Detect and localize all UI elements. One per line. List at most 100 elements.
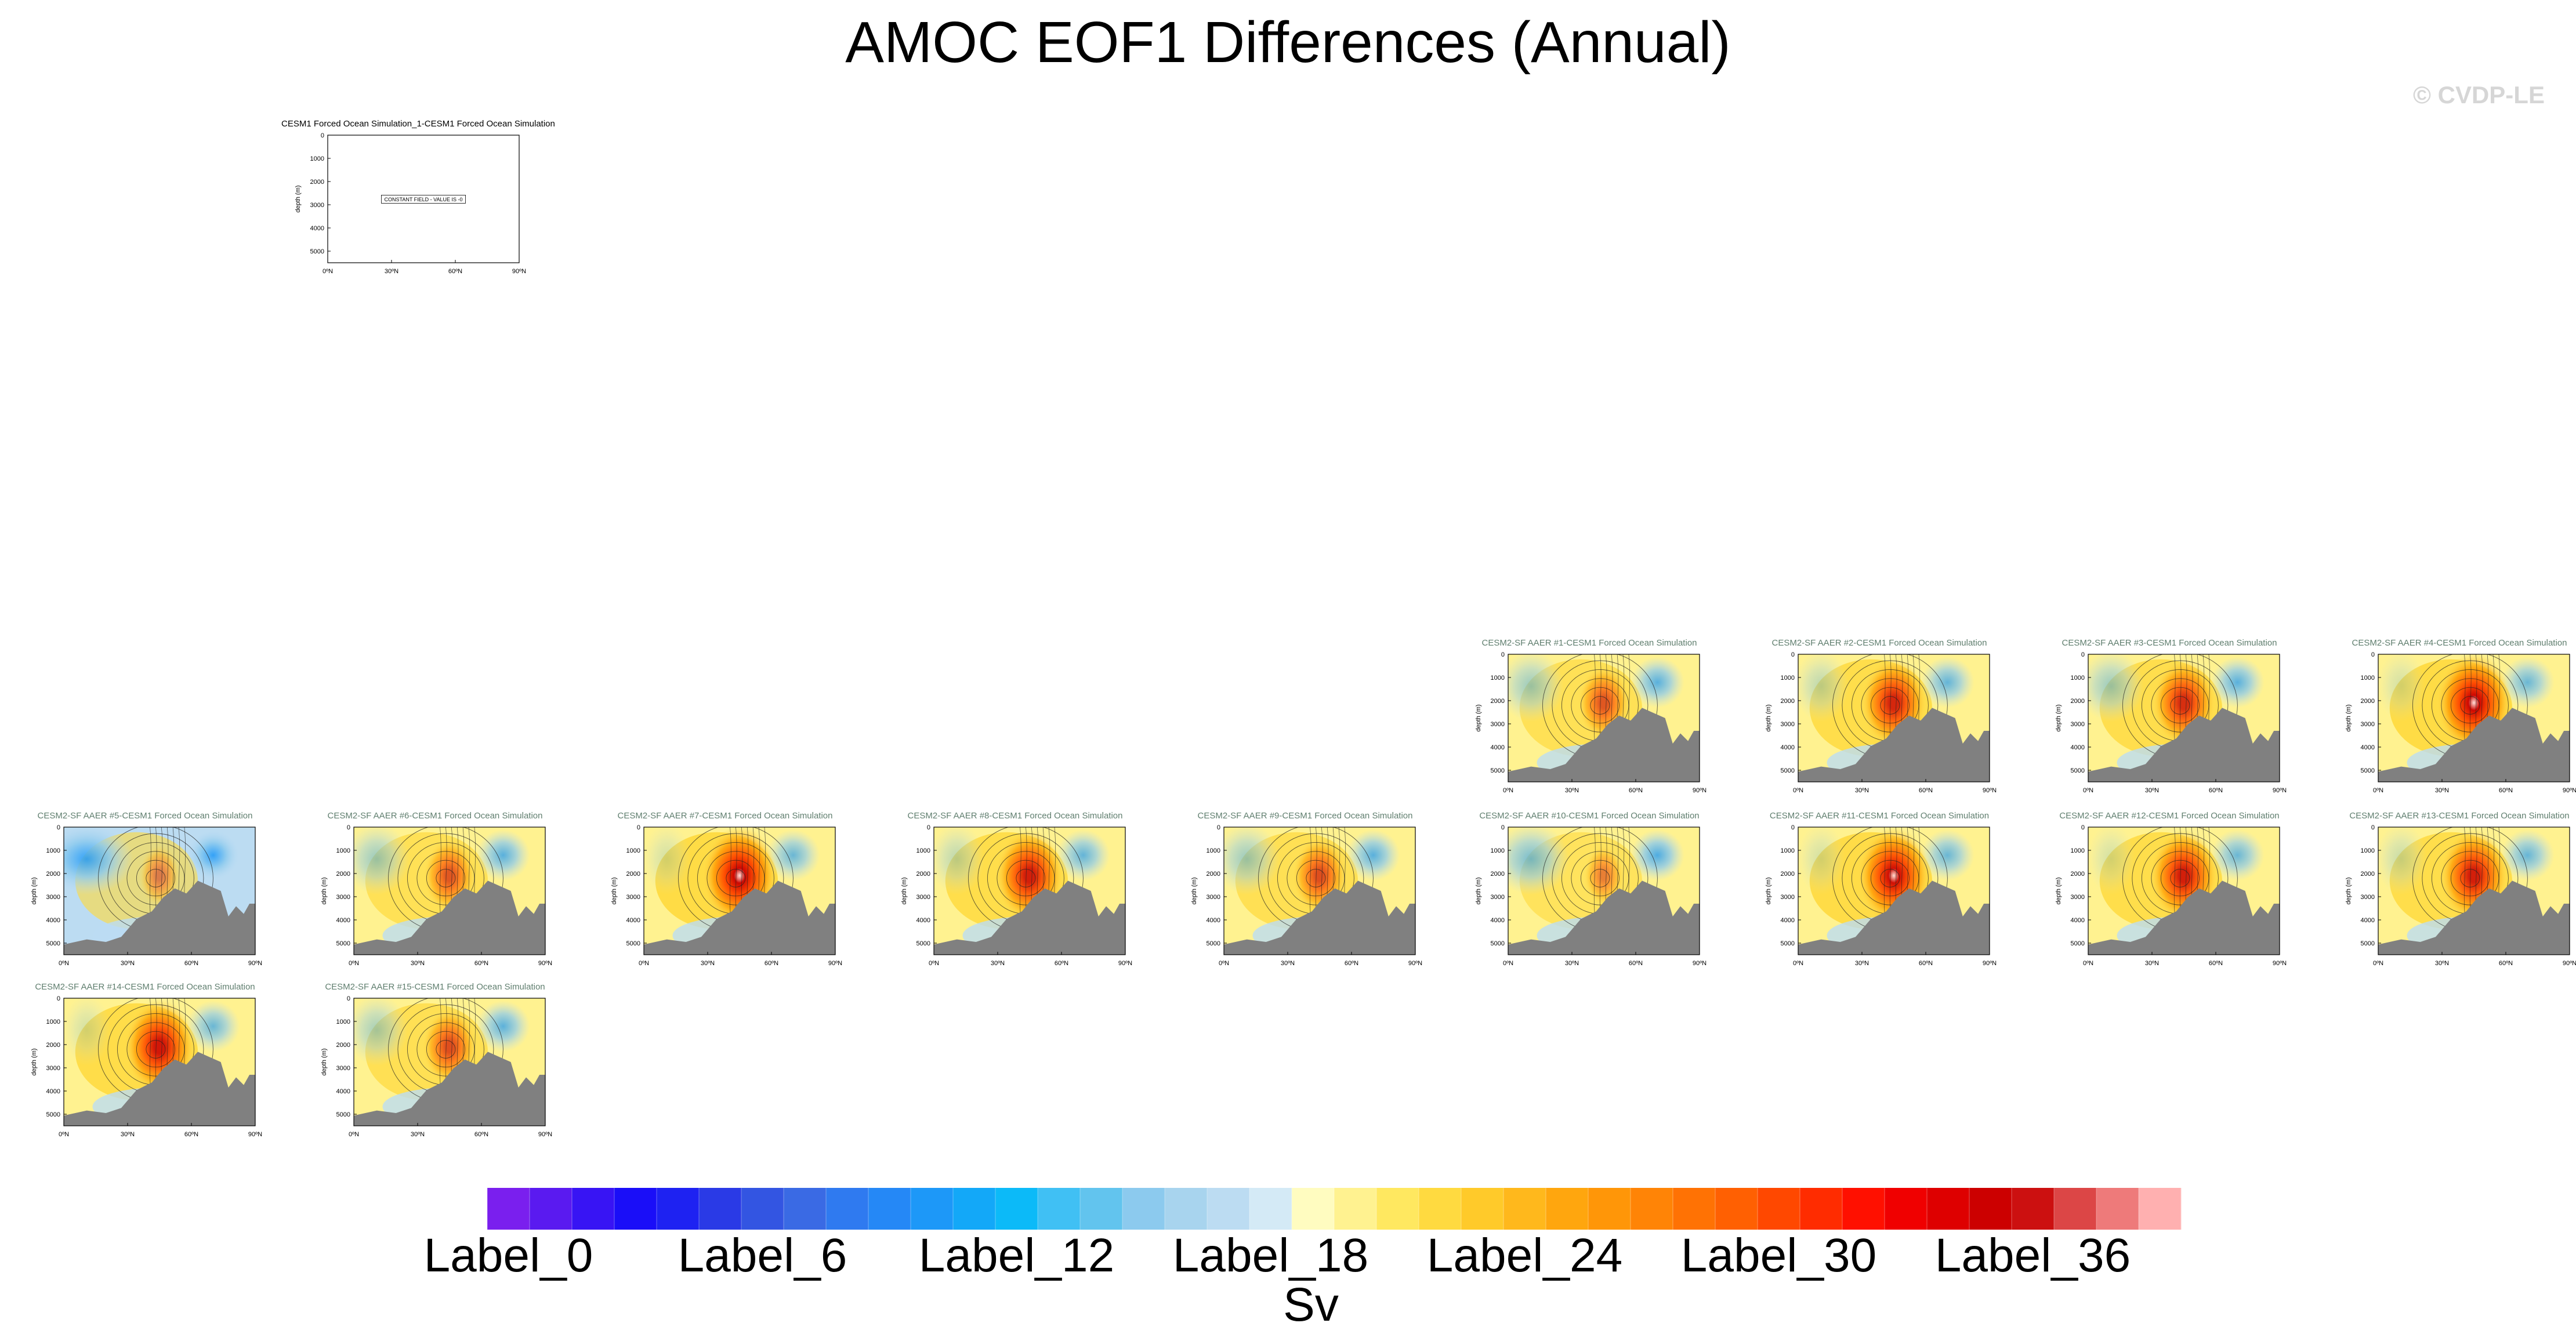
panel-title: CESM2-SF AAER #8-CESM1 Forced Ocean Simu…: [907, 811, 1123, 821]
y-tick-label: 1000: [46, 847, 60, 854]
colorbar: [487, 1188, 2182, 1230]
x-tick-label: 30ºN: [2145, 960, 2159, 967]
panel-plot: 0 1000 2000 3000 4000 5000 0ºN 30ºN 60ºN 90ºN dept…: [1191, 824, 1422, 967]
y-tick-label: 3000: [336, 894, 350, 901]
x-tick-label: 60ºN: [474, 960, 488, 967]
y-tick-label: 1000: [916, 847, 930, 854]
colorbar-swatch: [1800, 1188, 1843, 1230]
panel-plot: 0 1000 2000 3000 4000 5000 0ºN 30ºN 60ºN 90ºN dept…: [31, 995, 262, 1138]
y-axis-label: depth (m): [1475, 704, 1482, 731]
panel-plot: CONSTANT FIELD - VALUE IS -0 0 1000 2000 300…: [295, 132, 526, 275]
panel-title: CESM2-SF AAER #15-CESM1 Forced Ocean Sim…: [325, 982, 545, 992]
y-tick-label: 2000: [46, 1042, 60, 1049]
y-tick-label: 3000: [1781, 721, 1795, 728]
x-tick-label: 60ºN: [2209, 787, 2223, 794]
x-tick-label: 90ºN: [1118, 960, 1132, 967]
panel-plot: 0 1000 2000 3000 4000 5000 0ºN 30ºN 60ºN 90ºN dept…: [2345, 824, 2576, 967]
x-tick-label: 0ºN: [59, 960, 69, 967]
amoc-panel: CESM1 Forced Ocean Simulation_1-CESM1 Fo…: [281, 119, 555, 293]
y-tick-label: 0: [1501, 651, 1505, 658]
y-tick-label: 1000: [2361, 675, 2375, 682]
x-tick-label: 0ºN: [639, 960, 649, 967]
colorbar-swatch: [953, 1188, 996, 1230]
amoc-panel: CESM2-SF AAER #12-CESM1 Forced Ocean Sim…: [2048, 811, 2287, 985]
y-tick-label: 3000: [2361, 721, 2375, 728]
y-tick-label: 4000: [1491, 917, 1505, 924]
y-tick-label: 3000: [1207, 894, 1220, 901]
y-tick-label: 5000: [310, 248, 324, 255]
y-tick-label: 2000: [1491, 871, 1505, 878]
y-tick-label: 0: [321, 132, 324, 139]
y-axis-label: depth (m): [295, 185, 302, 212]
colorbar-swatch: [1842, 1188, 1885, 1230]
chart-title: AMOC EOF1 Differences (Annual): [845, 10, 1731, 75]
y-tick-label: 3000: [1491, 894, 1505, 901]
x-tick-label: 90ºN: [1693, 960, 1707, 967]
panel-plot: 0 1000 2000 3000 4000 5000 0ºN 30ºN 60ºN 90ºN dept…: [1765, 651, 1997, 794]
panel-title: CESM2-SF AAER #14-CESM1 Forced Ocean Sim…: [35, 982, 255, 992]
x-tick-label: 60ºN: [448, 268, 462, 275]
y-tick-label: 2000: [336, 871, 350, 878]
watermark: © CVDP-LE: [2413, 81, 2545, 108]
y-tick-label: 4000: [336, 1088, 350, 1095]
colorbar-swatch: [1122, 1188, 1165, 1230]
amoc-panel: CESM2-SF AAER #5-CESM1 Forced Ocean Simu…: [23, 811, 262, 985]
x-tick-label: 30ºN: [1565, 787, 1579, 794]
y-tick-label: 0: [347, 995, 350, 1002]
y-axis-label: depth (m): [321, 877, 328, 904]
y-tick-label: 2000: [1781, 698, 1795, 705]
colorbar-swatch: [487, 1188, 530, 1230]
x-tick-label: 0ºN: [929, 960, 939, 967]
x-tick-label: 60ºN: [474, 1131, 488, 1138]
y-tick-label: 2000: [916, 871, 930, 878]
x-tick-label: 30ºN: [121, 960, 135, 967]
x-tick-label: 30ºN: [1281, 960, 1295, 967]
x-tick-label: 30ºN: [2435, 787, 2449, 794]
x-tick-label: 90ºN: [248, 960, 262, 967]
panel-title: CESM2-SF AAER #5-CESM1 Forced Ocean Simu…: [37, 811, 253, 821]
x-tick-label: 30ºN: [991, 960, 1005, 967]
y-axis-label: depth (m): [31, 1048, 38, 1075]
colorbar-swatch: [1503, 1188, 1546, 1230]
y-tick-label: 2000: [1207, 871, 1220, 878]
colorbar-tick-label: Label_12: [918, 1229, 1115, 1282]
y-axis-label: depth (m): [1475, 877, 1482, 904]
x-tick-label: 30ºN: [701, 960, 715, 967]
colorbar-swatch: [1249, 1188, 1292, 1230]
y-axis-label: depth (m): [1765, 704, 1772, 731]
x-tick-label: 0ºN: [323, 268, 333, 275]
colorbar-swatch: [868, 1188, 911, 1230]
colorbar-swatch: [2012, 1188, 2055, 1230]
x-tick-label: 30ºN: [385, 268, 398, 275]
y-axis-label: depth (m): [321, 1048, 328, 1075]
x-tick-label: 0ºN: [1219, 960, 1229, 967]
x-tick-label: 60ºN: [765, 960, 778, 967]
x-tick-label: 90ºN: [2563, 960, 2576, 967]
panel-plot: 0 1000 2000 3000 4000 5000 0ºN 30ºN 60ºN 90ºN dept…: [1475, 824, 1707, 967]
y-tick-label: 3000: [2071, 721, 2085, 728]
y-tick-label: 2000: [1781, 871, 1795, 878]
x-tick-label: 0ºN: [59, 1131, 69, 1138]
y-tick-label: 5000: [2071, 767, 2085, 774]
x-tick-label: 90ºN: [248, 1131, 262, 1138]
panel-plot: 0 1000 2000 3000 4000 5000 0ºN 30ºN 60ºN 90ºN dept…: [1765, 824, 1997, 967]
y-axis-label: depth (m): [31, 877, 38, 904]
panel-title: CESM2-SF AAER #3-CESM1 Forced Ocean Simu…: [2061, 638, 2277, 648]
x-tick-label: 30ºN: [2435, 960, 2449, 967]
y-axis-label: depth (m): [1191, 877, 1198, 904]
y-tick-label: 5000: [916, 940, 930, 947]
y-tick-label: 0: [2081, 824, 2085, 831]
y-tick-label: 4000: [46, 917, 60, 924]
y-tick-label: 0: [1791, 651, 1795, 658]
panel-title: CESM2-SF AAER #2-CESM1 Forced Ocean Simu…: [1771, 638, 1987, 648]
panel-plot: 0 1000 2000 3000 4000 5000 0ºN 30ºN 60ºN 90ºN dept…: [901, 824, 1132, 967]
y-tick-label: 2000: [1491, 698, 1505, 705]
colorbar-swatch: [1080, 1188, 1123, 1230]
y-tick-label: 3000: [310, 202, 324, 209]
y-tick-label: 1000: [336, 1019, 350, 1025]
amoc-panel: CESM2-SF AAER #15-CESM1 Forced Ocean Sim…: [313, 982, 552, 1156]
y-tick-label: 1000: [2071, 847, 2085, 854]
y-tick-label: 0: [1791, 824, 1795, 831]
x-tick-label: 90ºN: [538, 960, 552, 967]
y-tick-label: 1000: [626, 847, 640, 854]
